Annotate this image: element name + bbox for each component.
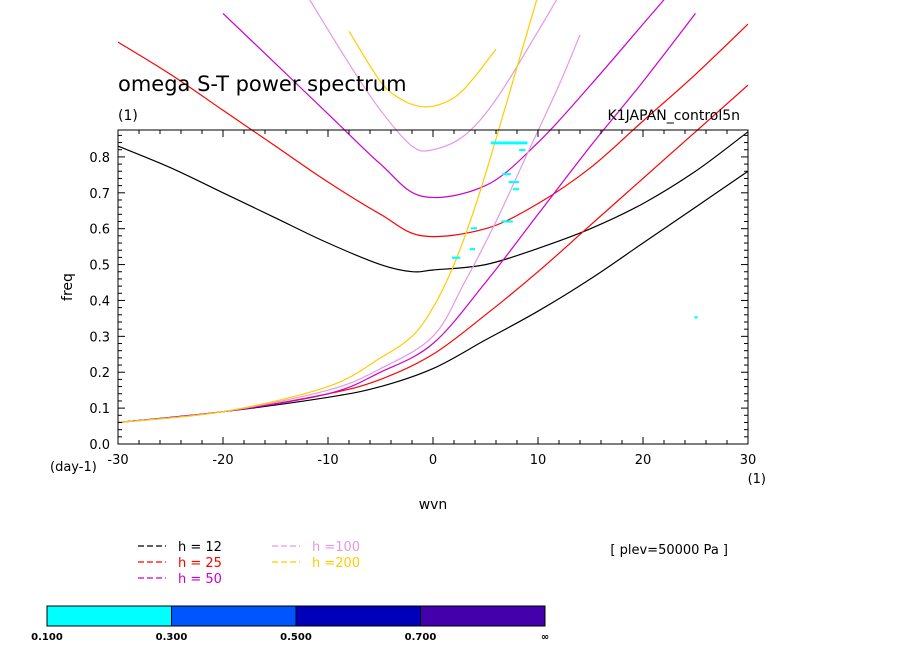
legend-label-h-100: h =100 — [312, 540, 360, 555]
power-region-9 — [694, 316, 698, 319]
colorbar-label: 0.300 — [156, 632, 188, 643]
x-axis-label: wvn — [419, 497, 448, 513]
y-tick-label: 0.0 — [89, 438, 110, 453]
power-region-1 — [519, 149, 526, 152]
y-axis-label: freq — [60, 273, 76, 301]
x-tick-label: -10 — [317, 453, 338, 468]
power-shading — [451, 141, 698, 319]
power-region-3 — [508, 180, 520, 184]
y-tick-label: 0.3 — [89, 330, 110, 345]
power-region-5 — [501, 220, 513, 223]
y-tick-label: 0.8 — [89, 151, 110, 166]
legend-label-h-12: h = 12 — [178, 540, 222, 555]
legend-label-h-50: h = 50 — [178, 572, 222, 587]
colorbar-segment-2 — [295, 605, 421, 627]
plot-frame — [117, 129, 749, 445]
curve-h-200-upper — [348, 30, 497, 108]
curve-h-100-upper — [309, 0, 558, 152]
colorbar-label: ∞ — [541, 632, 549, 643]
power-region-7 — [469, 248, 475, 251]
y-tick-label: 0.7 — [89, 187, 110, 202]
y-tick-label: 0.5 — [89, 259, 110, 274]
colorbar: 0.100 0.300 0.500 0.700 ∞ — [31, 605, 549, 643]
x-unit-label: (1) — [748, 472, 766, 487]
level-note: [ plev=50000 Pa ] — [610, 543, 728, 558]
colorbar-segment-1 — [171, 605, 297, 627]
x-tick-label: 0 — [429, 453, 437, 468]
y-unit-label: (day-1) — [50, 460, 97, 475]
colorbar-label: 0.700 — [405, 632, 437, 643]
chart-subtitle: (1) — [118, 108, 138, 124]
curve-h-50-lower — [117, 13, 696, 424]
run-label: K1JAPAN_control5n — [608, 108, 740, 124]
colorbar-label: 0.100 — [31, 632, 63, 643]
x-tick-label: -30 — [107, 453, 128, 468]
curve-h-12-upper — [117, 131, 748, 273]
colorbar-segment-0 — [46, 605, 172, 627]
axis-ticks: -30 -20 -10 0 10 20 30 0.0 0.1 0.2 0.3 0.4 0.5 0.6 0.7… — [89, 130, 756, 468]
y-tick-label: 0.4 — [89, 294, 110, 309]
x-tick-label: 20 — [635, 453, 652, 468]
y-tick-label: 0.6 — [89, 223, 110, 238]
power-region-4 — [512, 188, 520, 191]
x-tick-label: -20 — [212, 453, 233, 468]
curve-h-12-lower — [117, 170, 748, 424]
colorbar-label: 0.500 — [280, 632, 312, 643]
x-tick-label: 10 — [530, 453, 547, 468]
curve-h-200-lower — [117, 0, 538, 424]
legend-label-h-25: h = 25 — [178, 556, 222, 571]
legend-label-h-200: h =200 — [312, 556, 360, 571]
x-tick-label: 30 — [740, 453, 757, 468]
curve-h-25-upper — [117, 23, 748, 238]
dispersion-curves — [117, 0, 748, 424]
chart-title: omega S-T power spectrum — [118, 72, 407, 96]
power-region-2 — [502, 173, 511, 176]
y-tick-label: 0.2 — [89, 366, 110, 381]
y-tick-label: 0.1 — [89, 402, 110, 417]
colorbar-segment-3 — [420, 605, 546, 627]
power-region-6 — [470, 227, 478, 230]
power-region-0 — [490, 141, 528, 145]
curve-h-50-upper — [222, 0, 665, 199]
power-region-8 — [451, 256, 461, 259]
